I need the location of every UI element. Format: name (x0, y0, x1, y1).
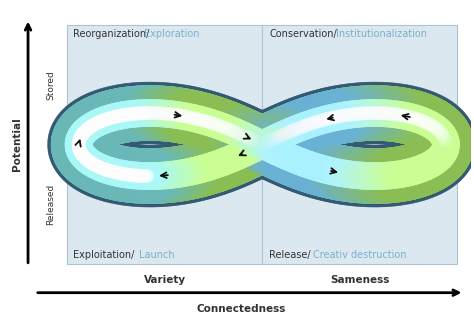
Bar (262, 145, 457, 264)
Text: Institutionalization: Institutionalization (336, 29, 427, 39)
Bar (262, 25, 457, 145)
Text: Conservation/: Conservation/ (269, 29, 337, 39)
Text: Sameness: Sameness (330, 275, 390, 285)
Text: Stored: Stored (46, 70, 55, 100)
Text: Exploitation/: Exploitation/ (73, 250, 134, 260)
Text: Variety: Variety (144, 275, 186, 285)
Text: Release/: Release/ (269, 250, 311, 260)
Text: Reorganization/: Reorganization/ (73, 29, 149, 39)
Text: Exploration: Exploration (144, 29, 199, 39)
Text: Released: Released (46, 184, 55, 225)
Bar (67, 25, 262, 145)
Text: Launch: Launch (139, 250, 175, 260)
Text: Creativ destruction: Creativ destruction (313, 250, 406, 260)
Bar (67, 145, 262, 264)
Text: Connectedness: Connectedness (197, 304, 286, 314)
Text: Potential: Potential (12, 118, 22, 171)
